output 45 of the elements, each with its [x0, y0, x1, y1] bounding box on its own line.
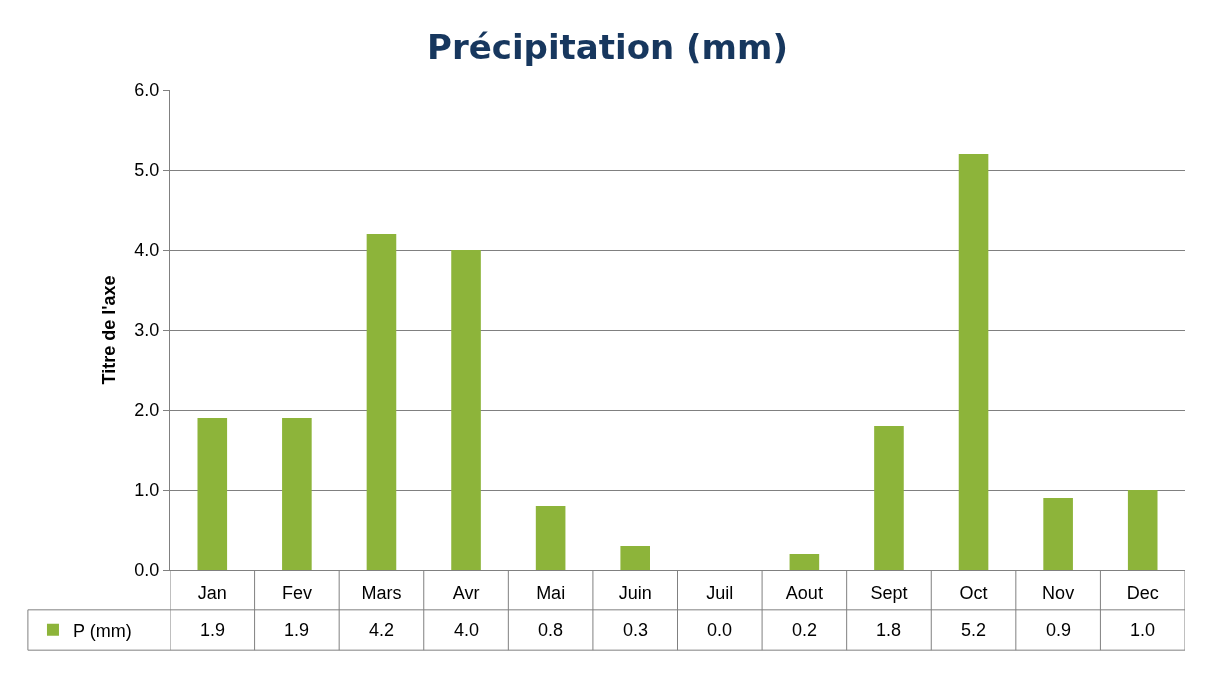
x-tick-label: Mai	[536, 582, 566, 603]
x-tick-label: Fev	[281, 582, 312, 603]
x-tick-label: Juil	[706, 582, 734, 603]
bar	[366, 234, 397, 570]
data-label: 0.3	[623, 620, 649, 640]
data-label: 1.9	[284, 620, 310, 640]
bar	[451, 250, 481, 570]
bar	[958, 154, 989, 570]
bar	[535, 506, 566, 570]
bar	[789, 554, 820, 570]
data-label: 0.2	[792, 620, 818, 640]
y-tick-label: 6.0	[134, 80, 160, 101]
x-tick-label: Dec	[1126, 582, 1159, 603]
bar	[1127, 490, 1158, 570]
data-label: 0.0	[707, 620, 733, 640]
data-label: 1.8	[876, 620, 902, 640]
x-tick-label: Mars	[361, 582, 402, 603]
y-tick-label: 2.0	[134, 400, 160, 421]
bar	[197, 418, 228, 570]
y-tick-label: 4.0	[134, 240, 160, 261]
y-axis-title: Titre de l'axe	[98, 275, 119, 385]
data-label: 4.2	[369, 620, 395, 640]
bar	[282, 418, 312, 570]
x-tick-label: Juin	[618, 582, 652, 603]
x-tick-label: Sept	[870, 582, 908, 603]
bar	[620, 546, 651, 570]
data-label: 5.2	[961, 620, 987, 640]
y-tick-label: 3.0	[134, 320, 160, 341]
x-tick-label: Aout	[785, 582, 823, 603]
x-tick-label: Jan	[197, 582, 227, 603]
legend-label: P (mm)	[72, 620, 132, 641]
x-tick-label: Oct	[959, 582, 988, 603]
y-tick-label: 5.0	[134, 160, 160, 181]
data-label: 4.0	[454, 620, 480, 640]
x-tick-label: Nov	[1042, 582, 1075, 603]
data-label: 0.8	[538, 620, 564, 640]
chart-title: Précipitation (mm)	[427, 26, 788, 67]
data-label: 0.9	[1046, 620, 1072, 640]
data-label: 1.9	[200, 620, 226, 640]
data-label: 1.0	[1130, 620, 1156, 640]
y-tick-label: 0.0	[134, 560, 160, 581]
y-tick-label: 1.0	[134, 480, 160, 501]
x-tick-label: Avr	[452, 582, 480, 603]
bar	[874, 426, 904, 570]
bar	[1043, 498, 1073, 570]
